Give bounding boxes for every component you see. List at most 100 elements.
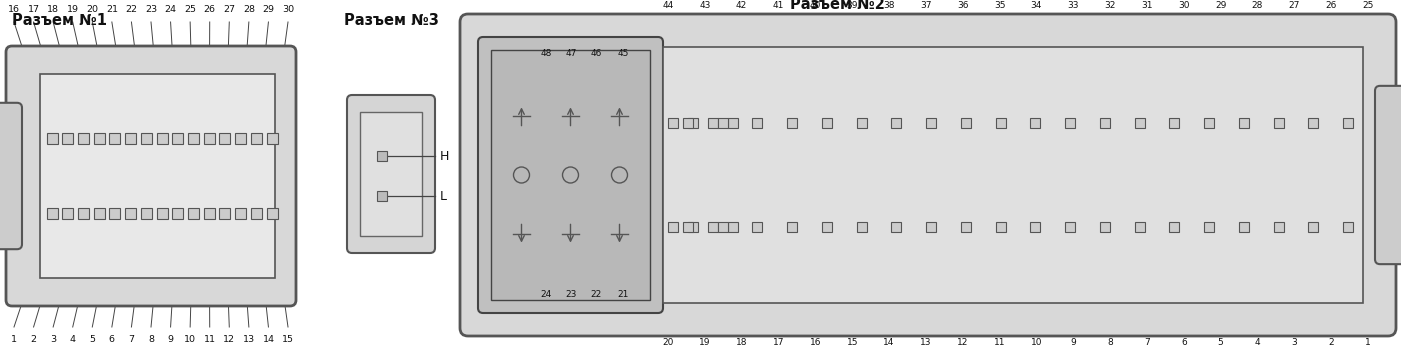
Text: 2: 2 — [1328, 338, 1334, 347]
Bar — [668, 222, 678, 232]
Bar — [1274, 222, 1283, 232]
Bar — [822, 222, 832, 232]
Text: 36: 36 — [957, 1, 968, 10]
Text: 21: 21 — [618, 290, 629, 299]
Text: 19: 19 — [67, 5, 78, 14]
Text: 8: 8 — [149, 335, 154, 344]
Text: 14: 14 — [262, 335, 275, 344]
Bar — [996, 222, 1006, 232]
Bar — [688, 118, 698, 128]
Bar — [684, 118, 693, 128]
Bar — [109, 208, 120, 219]
Bar — [1274, 118, 1283, 128]
Bar — [1030, 118, 1041, 128]
Text: L: L — [440, 190, 447, 203]
Text: 24: 24 — [541, 290, 552, 299]
Text: 34: 34 — [1031, 1, 1042, 10]
Text: H: H — [440, 150, 450, 163]
Bar — [78, 133, 88, 144]
Text: 17: 17 — [28, 5, 39, 14]
Bar — [220, 133, 230, 144]
Text: 11: 11 — [203, 335, 216, 344]
Text: 25: 25 — [1362, 1, 1374, 10]
Bar — [172, 133, 184, 144]
FancyBboxPatch shape — [6, 46, 296, 306]
Text: 25: 25 — [184, 5, 196, 14]
Bar — [1100, 118, 1110, 128]
Bar — [1203, 118, 1215, 128]
Bar — [251, 133, 262, 144]
FancyBboxPatch shape — [0, 103, 22, 249]
Text: 39: 39 — [846, 1, 857, 10]
Text: 1: 1 — [1365, 338, 1370, 347]
Text: 30: 30 — [1178, 1, 1189, 10]
Text: 28: 28 — [242, 5, 255, 14]
Bar — [94, 208, 105, 219]
Bar — [1135, 118, 1145, 128]
Text: 46: 46 — [590, 49, 601, 58]
Bar — [46, 208, 57, 219]
Bar — [62, 133, 73, 144]
Text: 22: 22 — [590, 290, 601, 299]
Text: 8: 8 — [1107, 338, 1112, 347]
Bar — [708, 118, 717, 128]
Text: 33: 33 — [1068, 1, 1079, 10]
Bar — [203, 133, 214, 144]
Text: 17: 17 — [773, 338, 785, 347]
Bar — [787, 118, 797, 128]
Bar — [46, 133, 57, 144]
Text: 9: 9 — [1070, 338, 1076, 347]
Bar — [157, 208, 168, 219]
Text: 7: 7 — [129, 335, 134, 344]
Text: 5: 5 — [90, 335, 95, 344]
Text: 38: 38 — [883, 1, 895, 10]
Bar — [856, 222, 867, 232]
Text: 14: 14 — [884, 338, 895, 347]
Bar — [235, 208, 247, 219]
Text: 26: 26 — [1325, 1, 1337, 10]
Bar — [266, 208, 277, 219]
Bar — [961, 118, 971, 128]
Bar — [688, 222, 698, 232]
Bar — [41, 74, 275, 278]
Text: 16: 16 — [8, 5, 20, 14]
Text: 32: 32 — [1104, 1, 1115, 10]
Text: 31: 31 — [1142, 1, 1153, 10]
Bar — [78, 208, 88, 219]
Bar — [663, 47, 1363, 303]
Bar — [787, 222, 797, 232]
Text: 44: 44 — [663, 1, 674, 10]
Bar — [1344, 222, 1353, 232]
Bar — [926, 118, 936, 128]
Text: 13: 13 — [920, 338, 932, 347]
Bar — [752, 222, 762, 232]
Bar — [1030, 222, 1041, 232]
Text: 41: 41 — [773, 1, 785, 10]
Text: 4: 4 — [1255, 338, 1261, 347]
Bar — [1170, 118, 1180, 128]
Bar — [729, 118, 738, 128]
Bar — [1238, 118, 1248, 128]
FancyBboxPatch shape — [347, 95, 434, 253]
Text: 10: 10 — [1031, 338, 1042, 347]
Text: 29: 29 — [262, 5, 275, 14]
Bar — [377, 151, 387, 161]
Text: 20: 20 — [663, 338, 674, 347]
Text: 43: 43 — [699, 1, 710, 10]
Bar — [729, 222, 738, 232]
Bar — [1203, 222, 1215, 232]
Bar — [1170, 222, 1180, 232]
Bar — [140, 133, 151, 144]
Bar — [1100, 222, 1110, 232]
Bar — [220, 208, 230, 219]
Bar — [360, 112, 422, 236]
Text: 48: 48 — [541, 49, 552, 58]
Text: 15: 15 — [846, 338, 857, 347]
Text: 6: 6 — [109, 335, 115, 344]
Bar — [668, 118, 678, 128]
Bar — [1309, 222, 1318, 232]
Text: 27: 27 — [1289, 1, 1300, 10]
Bar — [891, 118, 901, 128]
Bar — [1065, 118, 1075, 128]
Text: 21: 21 — [106, 5, 118, 14]
